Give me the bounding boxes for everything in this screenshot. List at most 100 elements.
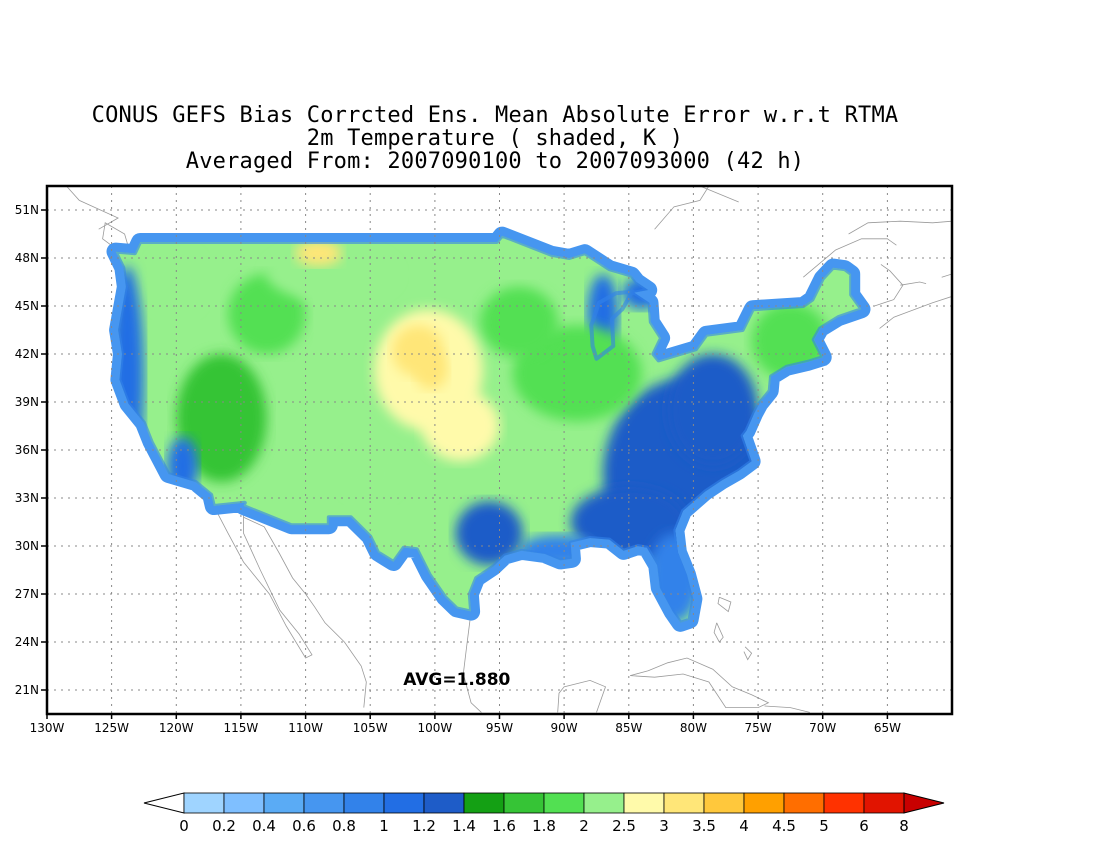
shading-region: [480, 286, 558, 358]
coastline-outline: [66, 186, 119, 230]
colorbar-cell: [823, 792, 865, 814]
shading-region: [295, 240, 342, 266]
coastline-outline: [717, 596, 732, 613]
title-line-1: CONUS GEFS Bias Corrcted Ens. Mean Absol…: [91, 103, 899, 128]
lat-tick-label: 24N: [15, 635, 39, 649]
lat-tick-label: 45N: [15, 299, 39, 313]
error-shading-field: [106, 226, 871, 632]
colorbar-cell: [623, 792, 665, 814]
coastline-outline: [629, 657, 770, 708]
colorbar-cell: [223, 792, 265, 814]
lon-tick-label: 65W: [874, 721, 901, 735]
colorbar-cell: [743, 792, 785, 814]
coastline-outline: [243, 516, 367, 708]
colorbar-cell: [383, 792, 425, 814]
lon-tick-label: 70W: [809, 721, 836, 735]
coastline-outline: [848, 220, 952, 235]
lon-tick-label: 100W: [418, 721, 453, 735]
colorbar-label: 4.5: [772, 817, 796, 835]
average-label: AVG=1.880: [403, 670, 510, 690]
colorbar-label: 0.6: [292, 817, 316, 835]
colorbar-label: 3.5: [692, 817, 716, 835]
colorbar-label: 4: [739, 817, 749, 835]
colorbar-label: 1.4: [452, 817, 476, 835]
lon-tick-label: 85W: [615, 721, 642, 735]
shading-region: [414, 350, 448, 390]
lat-tick-label: 42N: [15, 347, 39, 361]
colorbar-cell: [463, 792, 505, 814]
lon-tick-label: 120W: [159, 721, 194, 735]
colorbar-cell: [583, 792, 625, 814]
colorbar-label: 5: [819, 817, 829, 835]
longitude-axis: 130W 125W 120W 115W 110W 105W 100W 95W 90W 85W 80W…: [30, 714, 901, 735]
colorbar-cell: [863, 792, 905, 814]
title-line-3: Averaged From: 2007090100 to 2007093000 …: [185, 149, 805, 174]
shading-region: [667, 354, 758, 466]
title-line-2: 2m Temperature ( shaded, K ): [306, 126, 684, 151]
lon-tick-label: 75W: [745, 721, 772, 735]
colorbar-label: 1.6: [492, 817, 516, 835]
lon-tick-label: 115W: [224, 721, 259, 735]
shading-region: [266, 246, 396, 302]
colorbar-label: 0.8: [332, 817, 356, 835]
colorbar-label: 1: [379, 817, 389, 835]
colorbar-cell: [183, 792, 225, 814]
lat-tick-label: 51N: [15, 203, 39, 217]
lat-tick-label: 30N: [15, 539, 39, 553]
coastline-outline: [743, 646, 753, 661]
lat-tick-label: 21N: [15, 683, 39, 697]
coastline-outline: [654, 186, 710, 230]
colorbar-label: 0.2: [212, 817, 236, 835]
colorbar-label: 1.8: [532, 817, 556, 835]
colorbar-label: 0: [179, 817, 189, 835]
lat-tick-label: 39N: [15, 395, 39, 409]
coastline-outline: [699, 186, 739, 203]
shading-region: [227, 274, 306, 354]
coastline-outline: [764, 705, 810, 713]
coastline-outline: [462, 611, 482, 713]
lon-tick-label: 125W: [94, 721, 129, 735]
lat-tick-label: 33N: [15, 491, 39, 505]
colorbar-label: 8: [899, 817, 909, 835]
colorbar-cell: [703, 792, 745, 814]
lat-tick-label: 36N: [15, 443, 39, 457]
lon-tick-label: 95W: [486, 721, 513, 735]
lon-tick-label: 110W: [288, 721, 323, 735]
colorbar-cell: [663, 792, 705, 814]
coastline-outline: [874, 264, 904, 307]
colorbar-cell: [263, 792, 305, 814]
colorbar-label: 2.5: [612, 817, 636, 835]
latitude-axis: 51N 48N 45N 42N 39N 36N 33N 30N 27N 24N 21N: [15, 203, 47, 697]
colorbar-cell: [783, 792, 825, 814]
coastline-outline: [803, 238, 897, 278]
colorbar-cell: [543, 792, 585, 814]
colorbar-cell: [343, 792, 385, 814]
lon-tick-label: 90W: [551, 721, 578, 735]
colorbar-cell: [503, 792, 545, 814]
colorbar-label: 2: [579, 817, 589, 835]
shading-region: [421, 390, 500, 462]
coastline-outline: [713, 622, 724, 643]
lat-tick-label: 48N: [15, 251, 39, 265]
colorbar-under-triangle: [143, 792, 185, 814]
shading-region: [455, 501, 523, 566]
coastline-outline: [557, 679, 607, 713]
coastal-edge: [115, 235, 862, 623]
colorbar-cell: [423, 792, 465, 814]
colorbar: 0 0.2 0.4 0.6 0.8 1 1.2 1.4 1.6 1.8 2 2.5 3 3.5 4 4.5 5 6…: [143, 792, 945, 835]
lat-tick-label: 27N: [15, 587, 39, 601]
map-area: AVG=1.880: [47, 186, 952, 714]
shading-region: [147, 250, 205, 314]
lon-tick-label: 105W: [353, 721, 388, 735]
coastline-outline: [879, 296, 952, 329]
colorbar-label: 1.2: [412, 817, 436, 835]
colorbar-label: 0.4: [252, 817, 276, 835]
lon-tick-label: 80W: [680, 721, 707, 735]
coastline-outline: [941, 273, 952, 278]
coastline-outline: [900, 281, 927, 286]
lon-tick-label: 130W: [30, 721, 65, 735]
colorbar-cell: [303, 792, 345, 814]
colorbar-label: 3: [659, 817, 669, 835]
colorbar-label: 6: [859, 817, 869, 835]
